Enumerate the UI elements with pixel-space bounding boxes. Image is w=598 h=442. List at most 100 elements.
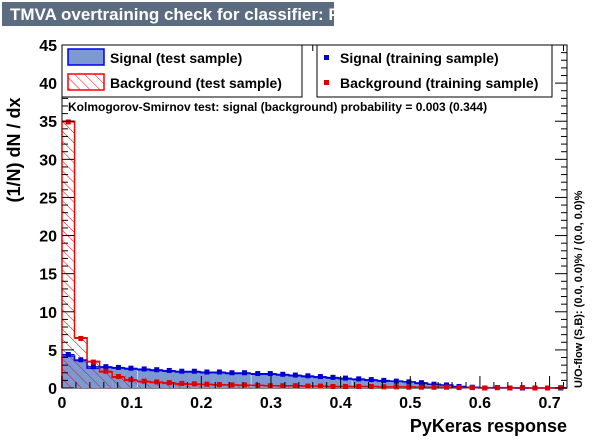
signal-training-point: [255, 371, 261, 377]
background-training-point: [443, 384, 449, 390]
signal-training-point: [431, 381, 437, 387]
background-training-point: [267, 383, 273, 389]
y-tick-label: 35: [39, 114, 57, 131]
legend-label-background-training: Background (training sample): [340, 75, 538, 91]
background-training-point: [431, 384, 437, 390]
background-training-point: [78, 335, 84, 341]
y-tick-label: 40: [39, 76, 57, 93]
y-axis-title: (1/N) dN / dx: [4, 97, 24, 202]
signal-training-point: [305, 373, 311, 379]
x-tick-label: 0.1: [121, 395, 143, 412]
background-training-point: [381, 384, 387, 390]
background-test-bar: [162, 383, 176, 388]
signal-training-point: [241, 370, 247, 376]
background-training-point: [482, 385, 488, 391]
y-tick-label: 5: [48, 343, 57, 360]
legend-swatch-background-test: [67, 73, 105, 91]
background-training-point: [532, 385, 538, 391]
y-tick-label: 10: [39, 305, 57, 322]
background-test-bar: [124, 380, 138, 388]
x-tick-label: 0.7: [538, 395, 560, 412]
y-tick-label: 30: [39, 152, 57, 169]
signal-training-point: [292, 372, 298, 378]
title-box: TMVA overtraining check for classifier: …: [2, 2, 396, 26]
signal-training-point: [90, 364, 96, 370]
y-tick-label: 20: [39, 229, 57, 246]
background-training-point: [330, 383, 336, 389]
y-tick-label: 25: [39, 190, 57, 207]
x-tick-label: 0.3: [260, 395, 282, 412]
signal-training-point: [342, 375, 348, 381]
signal-training-point: [128, 365, 134, 371]
signal-training-point: [317, 374, 323, 380]
background-training-point: [115, 374, 121, 380]
signal-training-point: [204, 369, 210, 375]
overflow-text: U/O-flow (S,B): (0.0, 0.0)% / (0.0, 0.0)…: [573, 190, 585, 388]
signal-training-point: [418, 380, 424, 386]
signal-training-point: [166, 367, 172, 373]
background-test-bar: [99, 371, 113, 388]
background-test-bar: [175, 384, 189, 388]
background-training-point: [216, 382, 222, 388]
legend-swatch-signal-test: [67, 48, 105, 66]
signal-test-bar: [326, 378, 340, 388]
background-training-point: [255, 382, 261, 388]
x-tick-label: 0.4: [329, 395, 351, 412]
background-training-point: [229, 382, 235, 388]
signal-test-bar: [339, 378, 352, 388]
signal-training-point: [179, 368, 185, 374]
background-training-point: [356, 383, 362, 389]
legend-marker-signal-training: [324, 55, 329, 60]
signal-training-point: [154, 367, 160, 373]
signal-training-point: [330, 374, 336, 380]
signal-training-point: [141, 366, 147, 372]
background-training-point: [317, 383, 323, 389]
signal-training-point: [280, 371, 286, 377]
signal-training-point: [65, 351, 71, 357]
background-training-point: [154, 379, 160, 385]
background-training-point: [141, 378, 147, 384]
ks-test-text: Kolmogorov-Smirnov test: signal (backgro…: [68, 100, 487, 114]
signal-test-bar: [301, 376, 315, 388]
background-training-point: [544, 385, 550, 391]
background-training-point: [179, 380, 185, 386]
background-training-point: [469, 385, 475, 391]
background-training-point: [280, 383, 286, 389]
legend-marker-background-training: [324, 80, 329, 85]
background-training-point: [241, 382, 247, 388]
background-training-point: [519, 385, 525, 391]
background-training-point: [65, 119, 71, 125]
background-test-bar: [87, 361, 100, 388]
background-training-point: [305, 383, 311, 389]
background-training-point: [456, 385, 462, 391]
background-training-point: [128, 377, 134, 383]
y-tick-label: 15: [39, 267, 57, 284]
signal-training-point: [191, 368, 197, 374]
x-axis-title: PyKeras response: [410, 416, 567, 436]
chart-title: TMVA overtraining check for classifier: …: [10, 5, 397, 24]
y-tick-label: 45: [39, 38, 57, 55]
signal-training-point: [229, 370, 235, 376]
background-test-bar: [137, 381, 151, 388]
signal-training-point: [406, 379, 412, 385]
background-test-bar: [112, 377, 125, 388]
background-training-point: [166, 380, 172, 386]
signal-training-point: [78, 357, 84, 363]
background-training-point: [406, 384, 412, 390]
signal-training-point: [381, 377, 387, 383]
background-training-point: [494, 385, 500, 391]
x-tick-label: 0: [58, 395, 67, 412]
signal-test-bar: [263, 374, 277, 388]
signal-test-bar: [238, 373, 251, 388]
y-tick-label: 0: [48, 381, 57, 398]
x-tick-label: 0.6: [469, 395, 491, 412]
plot-frame: [61, 44, 568, 389]
signal-training-point: [368, 377, 374, 383]
background-training-point: [204, 381, 210, 387]
background-training-point: [418, 384, 424, 390]
background-test-bar: [61, 121, 75, 388]
x-tick-label: 0.2: [190, 395, 212, 412]
background-training-point: [342, 383, 348, 389]
background-test-bar: [74, 337, 88, 388]
signal-training-point: [267, 371, 273, 377]
